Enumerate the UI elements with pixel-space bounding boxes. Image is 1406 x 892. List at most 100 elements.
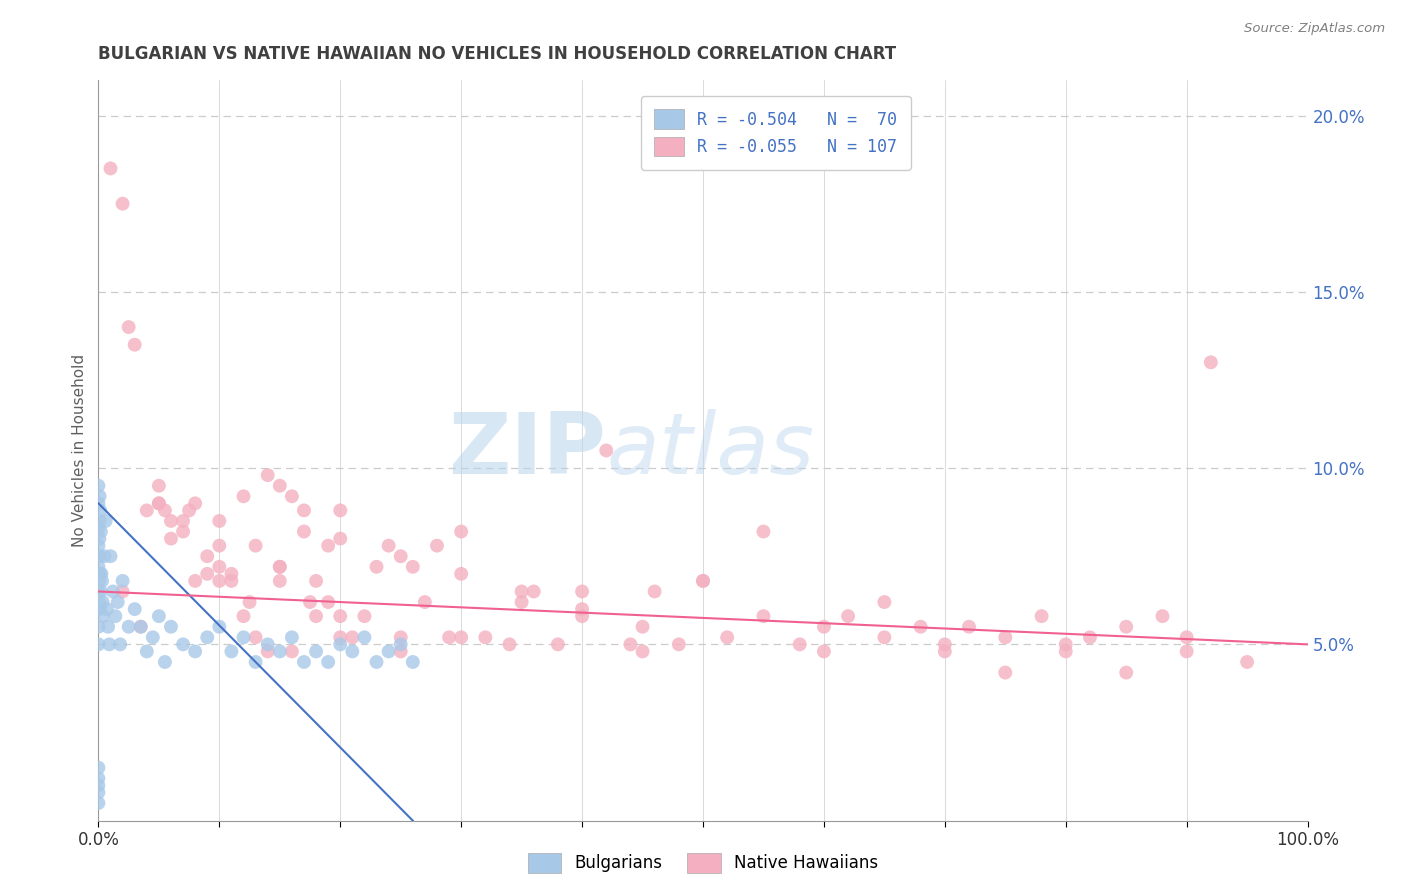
Point <box>342 644 364 658</box>
Text: ZIP: ZIP <box>449 409 606 492</box>
Point <box>281 630 304 644</box>
Point <box>256 644 278 658</box>
Point <box>104 609 127 624</box>
Point <box>100 549 122 564</box>
Point <box>498 637 520 651</box>
Point <box>510 584 533 599</box>
Point <box>93 549 115 564</box>
Point <box>957 620 980 634</box>
Point <box>631 620 654 634</box>
Point <box>153 655 176 669</box>
Point <box>1054 644 1077 658</box>
Point <box>1236 655 1258 669</box>
Point <box>316 539 339 553</box>
Point <box>91 574 114 588</box>
Point <box>245 655 267 669</box>
Point <box>90 584 112 599</box>
Point <box>716 630 738 644</box>
Point <box>474 630 496 644</box>
Point <box>437 630 460 644</box>
Point <box>87 521 110 535</box>
Point <box>111 574 134 588</box>
Point <box>305 644 328 658</box>
Point <box>89 503 111 517</box>
Point <box>153 503 176 517</box>
Point <box>571 602 593 616</box>
Point <box>305 574 328 588</box>
Point <box>1175 630 1198 644</box>
Point <box>1031 609 1053 624</box>
Point <box>148 496 170 510</box>
Point <box>269 559 291 574</box>
Point <box>221 644 243 658</box>
Point <box>510 595 533 609</box>
Point <box>142 630 165 644</box>
Point <box>208 514 231 528</box>
Point <box>87 778 110 792</box>
Point <box>89 489 111 503</box>
Point <box>87 496 110 510</box>
Point <box>245 630 267 644</box>
Point <box>87 574 110 588</box>
Point <box>221 574 243 588</box>
Point <box>232 630 254 644</box>
Point <box>179 503 201 517</box>
Point <box>195 630 218 644</box>
Point <box>208 620 231 634</box>
Point <box>402 559 425 574</box>
Point <box>934 644 956 658</box>
Text: Source: ZipAtlas.com: Source: ZipAtlas.com <box>1244 22 1385 36</box>
Point <box>124 602 146 616</box>
Point <box>129 620 152 634</box>
Text: atlas: atlas <box>606 409 814 492</box>
Point <box>692 574 714 588</box>
Point <box>329 630 352 644</box>
Point <box>292 655 315 669</box>
Point <box>160 532 183 546</box>
Point <box>813 644 835 658</box>
Point <box>245 539 267 553</box>
Point <box>269 479 291 493</box>
Point <box>172 637 194 651</box>
Point <box>269 559 291 574</box>
Point <box>1115 620 1137 634</box>
Point <box>148 479 170 493</box>
Point <box>342 630 364 644</box>
Point <box>402 655 425 669</box>
Text: BULGARIAN VS NATIVE HAWAIIAN NO VEHICLES IN HOUSEHOLD CORRELATION CHART: BULGARIAN VS NATIVE HAWAIIAN NO VEHICLES… <box>98 45 897 63</box>
Point <box>353 630 375 644</box>
Point <box>1199 355 1222 369</box>
Point <box>692 574 714 588</box>
Point <box>329 503 352 517</box>
Point <box>148 609 170 624</box>
Point <box>413 595 436 609</box>
Point <box>108 637 131 651</box>
Point <box>1152 609 1174 624</box>
Point <box>389 549 412 564</box>
Point <box>135 503 157 517</box>
Point <box>366 559 388 574</box>
Point <box>87 549 110 564</box>
Point <box>87 772 110 786</box>
Point <box>668 637 690 651</box>
Point <box>87 761 110 775</box>
Point <box>89 549 111 564</box>
Point <box>595 443 617 458</box>
Point <box>87 584 110 599</box>
Legend: Bulgarians, Native Hawaiians: Bulgarians, Native Hawaiians <box>522 847 884 880</box>
Point <box>87 602 110 616</box>
Point <box>87 637 110 651</box>
Point <box>101 584 124 599</box>
Point <box>87 539 110 553</box>
Point <box>910 620 932 634</box>
Point <box>329 609 352 624</box>
Point <box>644 584 666 599</box>
Point <box>269 644 291 658</box>
Point <box>571 609 593 624</box>
Point <box>195 566 218 581</box>
Point <box>450 524 472 539</box>
Point <box>221 566 243 581</box>
Point <box>994 665 1017 680</box>
Point <box>292 503 315 517</box>
Point <box>184 496 207 510</box>
